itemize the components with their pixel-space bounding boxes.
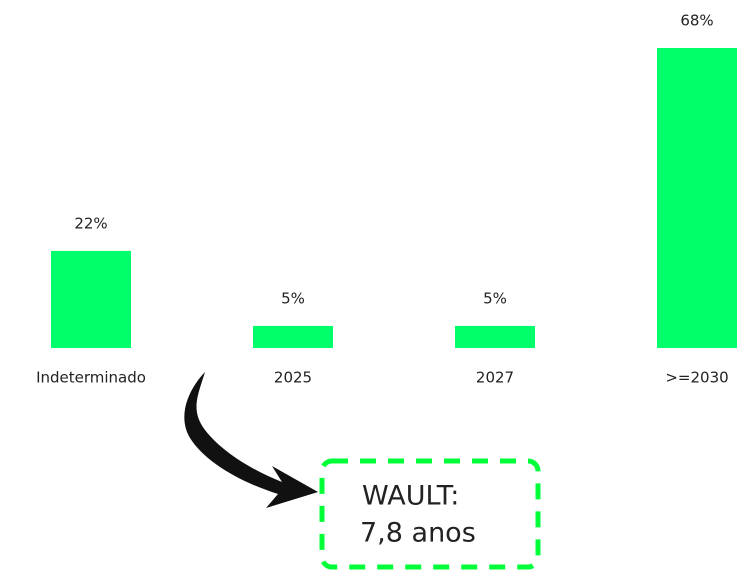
x-tick-label: 2027 [476, 369, 514, 387]
value-label: 5% [281, 289, 305, 307]
x-tick-label: >=2030 [665, 369, 728, 387]
annotation-box [319, 458, 541, 570]
bar [51, 250, 131, 348]
annotation-text: 7,8 anos [360, 518, 476, 549]
annotation-title: WAULT: [362, 481, 459, 512]
arrow [184, 372, 318, 508]
bar [657, 48, 737, 348]
bar [253, 325, 333, 348]
x-tick-label: 2025 [274, 369, 312, 387]
value-label: 5% [483, 289, 507, 307]
bar [455, 325, 535, 348]
x-tick-label: Indeterminado [36, 369, 146, 387]
value-label: 68% [680, 12, 713, 30]
value-label: 22% [74, 214, 107, 232]
